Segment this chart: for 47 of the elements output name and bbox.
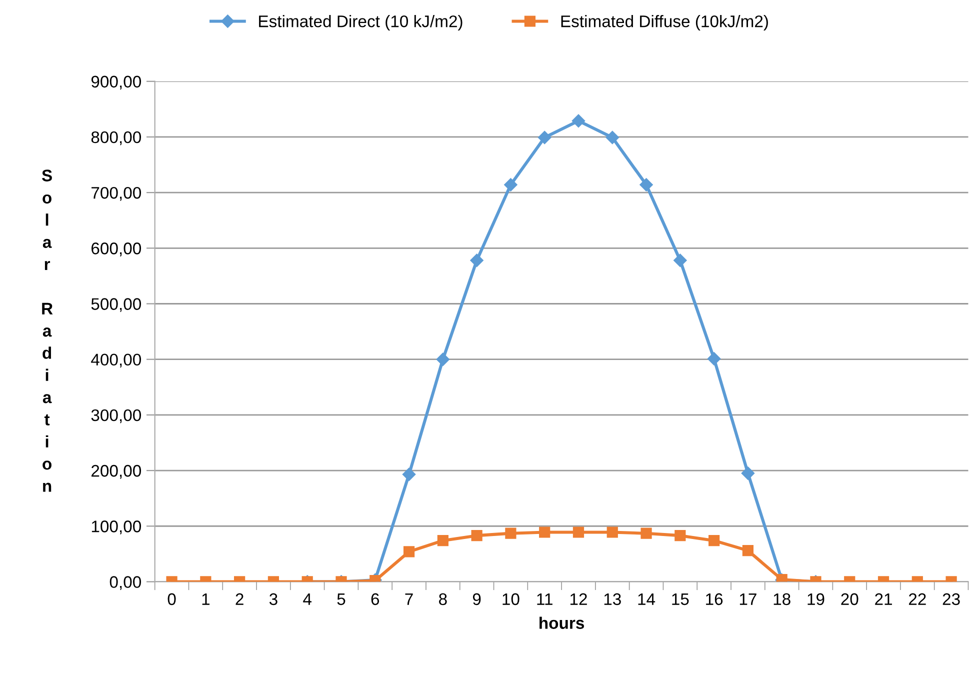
- x-tick-label: 11: [537, 593, 552, 605]
- point: [470, 254, 484, 267]
- y-tick-label: 300,00: [91, 409, 141, 424]
- x-tick-label: 9: [472, 593, 481, 606]
- y-tick-label: 100,00: [92, 520, 141, 534]
- x-tick-label: 17: [740, 593, 756, 605]
- y-tick-label: 500,00: [91, 298, 141, 312]
- legend-label: Estimated Diffuse (10kJ/m2): [561, 15, 768, 31]
- point: [640, 178, 653, 192]
- point: [504, 178, 518, 192]
- x-tick-label: 21: [875, 593, 892, 605]
- y-tick-label: 900,00: [91, 76, 141, 90]
- point: [707, 352, 721, 366]
- point: [436, 352, 450, 366]
- x-tick-label: 20: [841, 593, 858, 606]
- x-tick-label: 7: [405, 593, 413, 605]
- x-tick-label: 6: [371, 593, 380, 606]
- x-tick-label: 12: [570, 593, 587, 605]
- x-tick-label: 18: [774, 593, 790, 606]
- x-axis-title: hours: [540, 616, 584, 629]
- x-tick-label: 3: [269, 593, 278, 606]
- y-tick-label: 200,00: [92, 464, 141, 479]
- x-tick-label: 10: [502, 593, 520, 606]
- y-tick-label: 0,00: [110, 576, 141, 590]
- x-tick-label: 5: [337, 593, 346, 606]
- x-tick-label: 8: [439, 593, 447, 606]
- point: [674, 254, 687, 267]
- x-tick-label: 1: [202, 593, 210, 605]
- point: [538, 130, 552, 144]
- x-tick-label: 19: [808, 593, 824, 606]
- x-tick-label: 23: [942, 593, 960, 606]
- x-tick-label: 15: [672, 593, 689, 606]
- y-tick-label: 700,00: [92, 186, 141, 201]
- x-tick-label: 22: [908, 593, 926, 605]
- legend-label: Estimated Direct (10 kJ/m2): [259, 15, 462, 31]
- x-tick-label: 2: [236, 593, 244, 605]
- x-tick-label: 4: [303, 593, 312, 605]
- x-tick-label: 0: [168, 593, 176, 606]
- x-tick-label: 14: [638, 593, 656, 605]
- x-tick-label: 13: [604, 593, 621, 606]
- y-tick-label: 600,00: [92, 242, 141, 256]
- point: [606, 130, 619, 144]
- x-tick-label: 16: [706, 593, 723, 606]
- text: Solar Radiation: [42, 170, 53, 492]
- point: [572, 114, 586, 128]
- y-tick-label: 400,00: [91, 354, 141, 368]
- y-tick-label: 800,00: [91, 131, 141, 146]
